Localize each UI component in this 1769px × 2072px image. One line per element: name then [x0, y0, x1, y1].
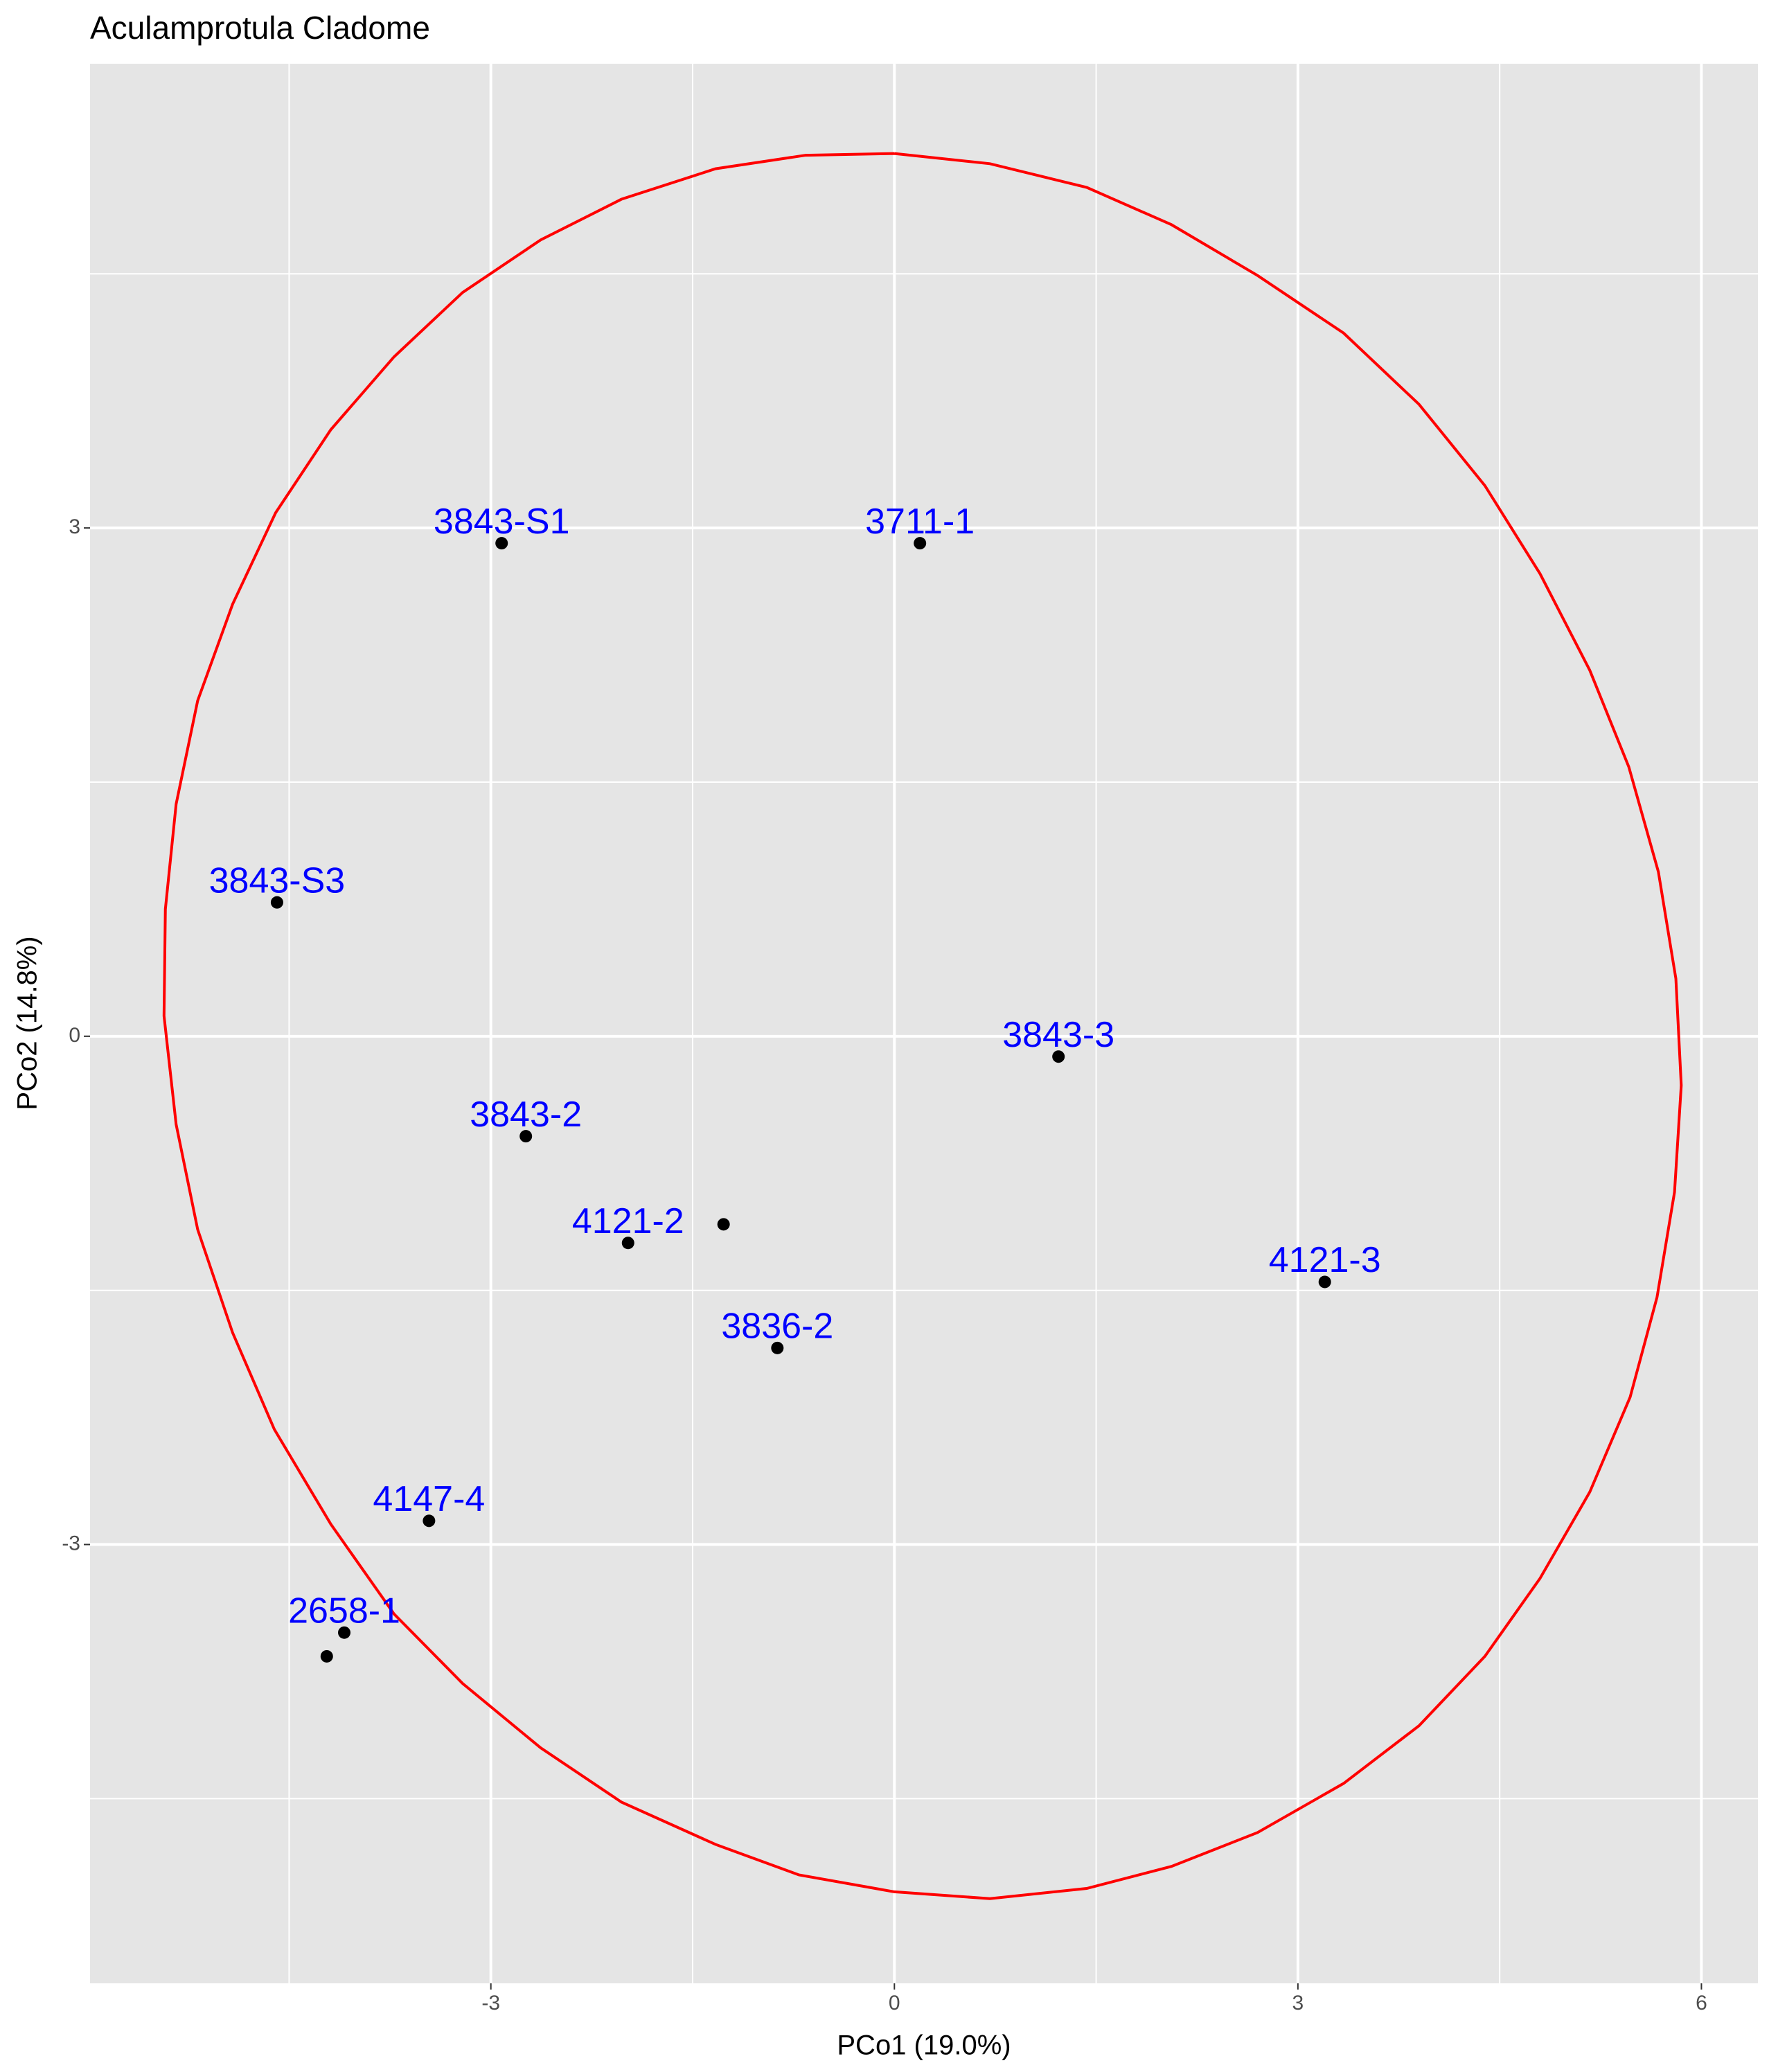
- y-tick-label: -3: [62, 1532, 80, 1555]
- point: [914, 537, 927, 550]
- point-label: 3711-1: [865, 502, 975, 542]
- point-label: 3843-S1: [434, 502, 570, 542]
- point-label: 3843-2: [470, 1095, 582, 1135]
- point: [621, 1237, 634, 1250]
- point-label: 3836-2: [721, 1307, 833, 1347]
- x-tick-label: 3: [1292, 1992, 1304, 2015]
- chart-title: Aculamprotula Cladome: [90, 10, 430, 46]
- point: [270, 896, 283, 909]
- ellipse: [162, 152, 1683, 1900]
- point-label: 3843-3: [1002, 1015, 1114, 1055]
- point: [338, 1626, 351, 1639]
- point: [717, 1218, 730, 1231]
- point-label: 2658-1: [288, 1591, 400, 1631]
- point: [320, 1649, 333, 1663]
- x-tick-label: -3: [481, 1992, 500, 2015]
- point: [519, 1130, 533, 1143]
- x-tick-label: 6: [1696, 1992, 1707, 2015]
- x-axis-title: PCo1 (19.0%): [837, 2030, 1011, 2061]
- point-label: 4121-2: [572, 1201, 684, 1241]
- y-tick-label: 0: [69, 1024, 80, 1047]
- point: [1318, 1275, 1331, 1289]
- y-tick-label: 3: [69, 515, 80, 538]
- point: [423, 1514, 436, 1528]
- point-label: 4147-4: [373, 1479, 485, 1519]
- point-label: 3843-S3: [209, 860, 346, 901]
- x-tick-label: 0: [889, 1992, 900, 2015]
- plot-panel: [90, 64, 1758, 1983]
- y-axis-title: PCo2 (14.8%): [12, 936, 43, 1110]
- point: [771, 1341, 784, 1354]
- point: [1052, 1050, 1065, 1063]
- point-label: 4121-3: [1269, 1240, 1381, 1280]
- point: [495, 537, 508, 550]
